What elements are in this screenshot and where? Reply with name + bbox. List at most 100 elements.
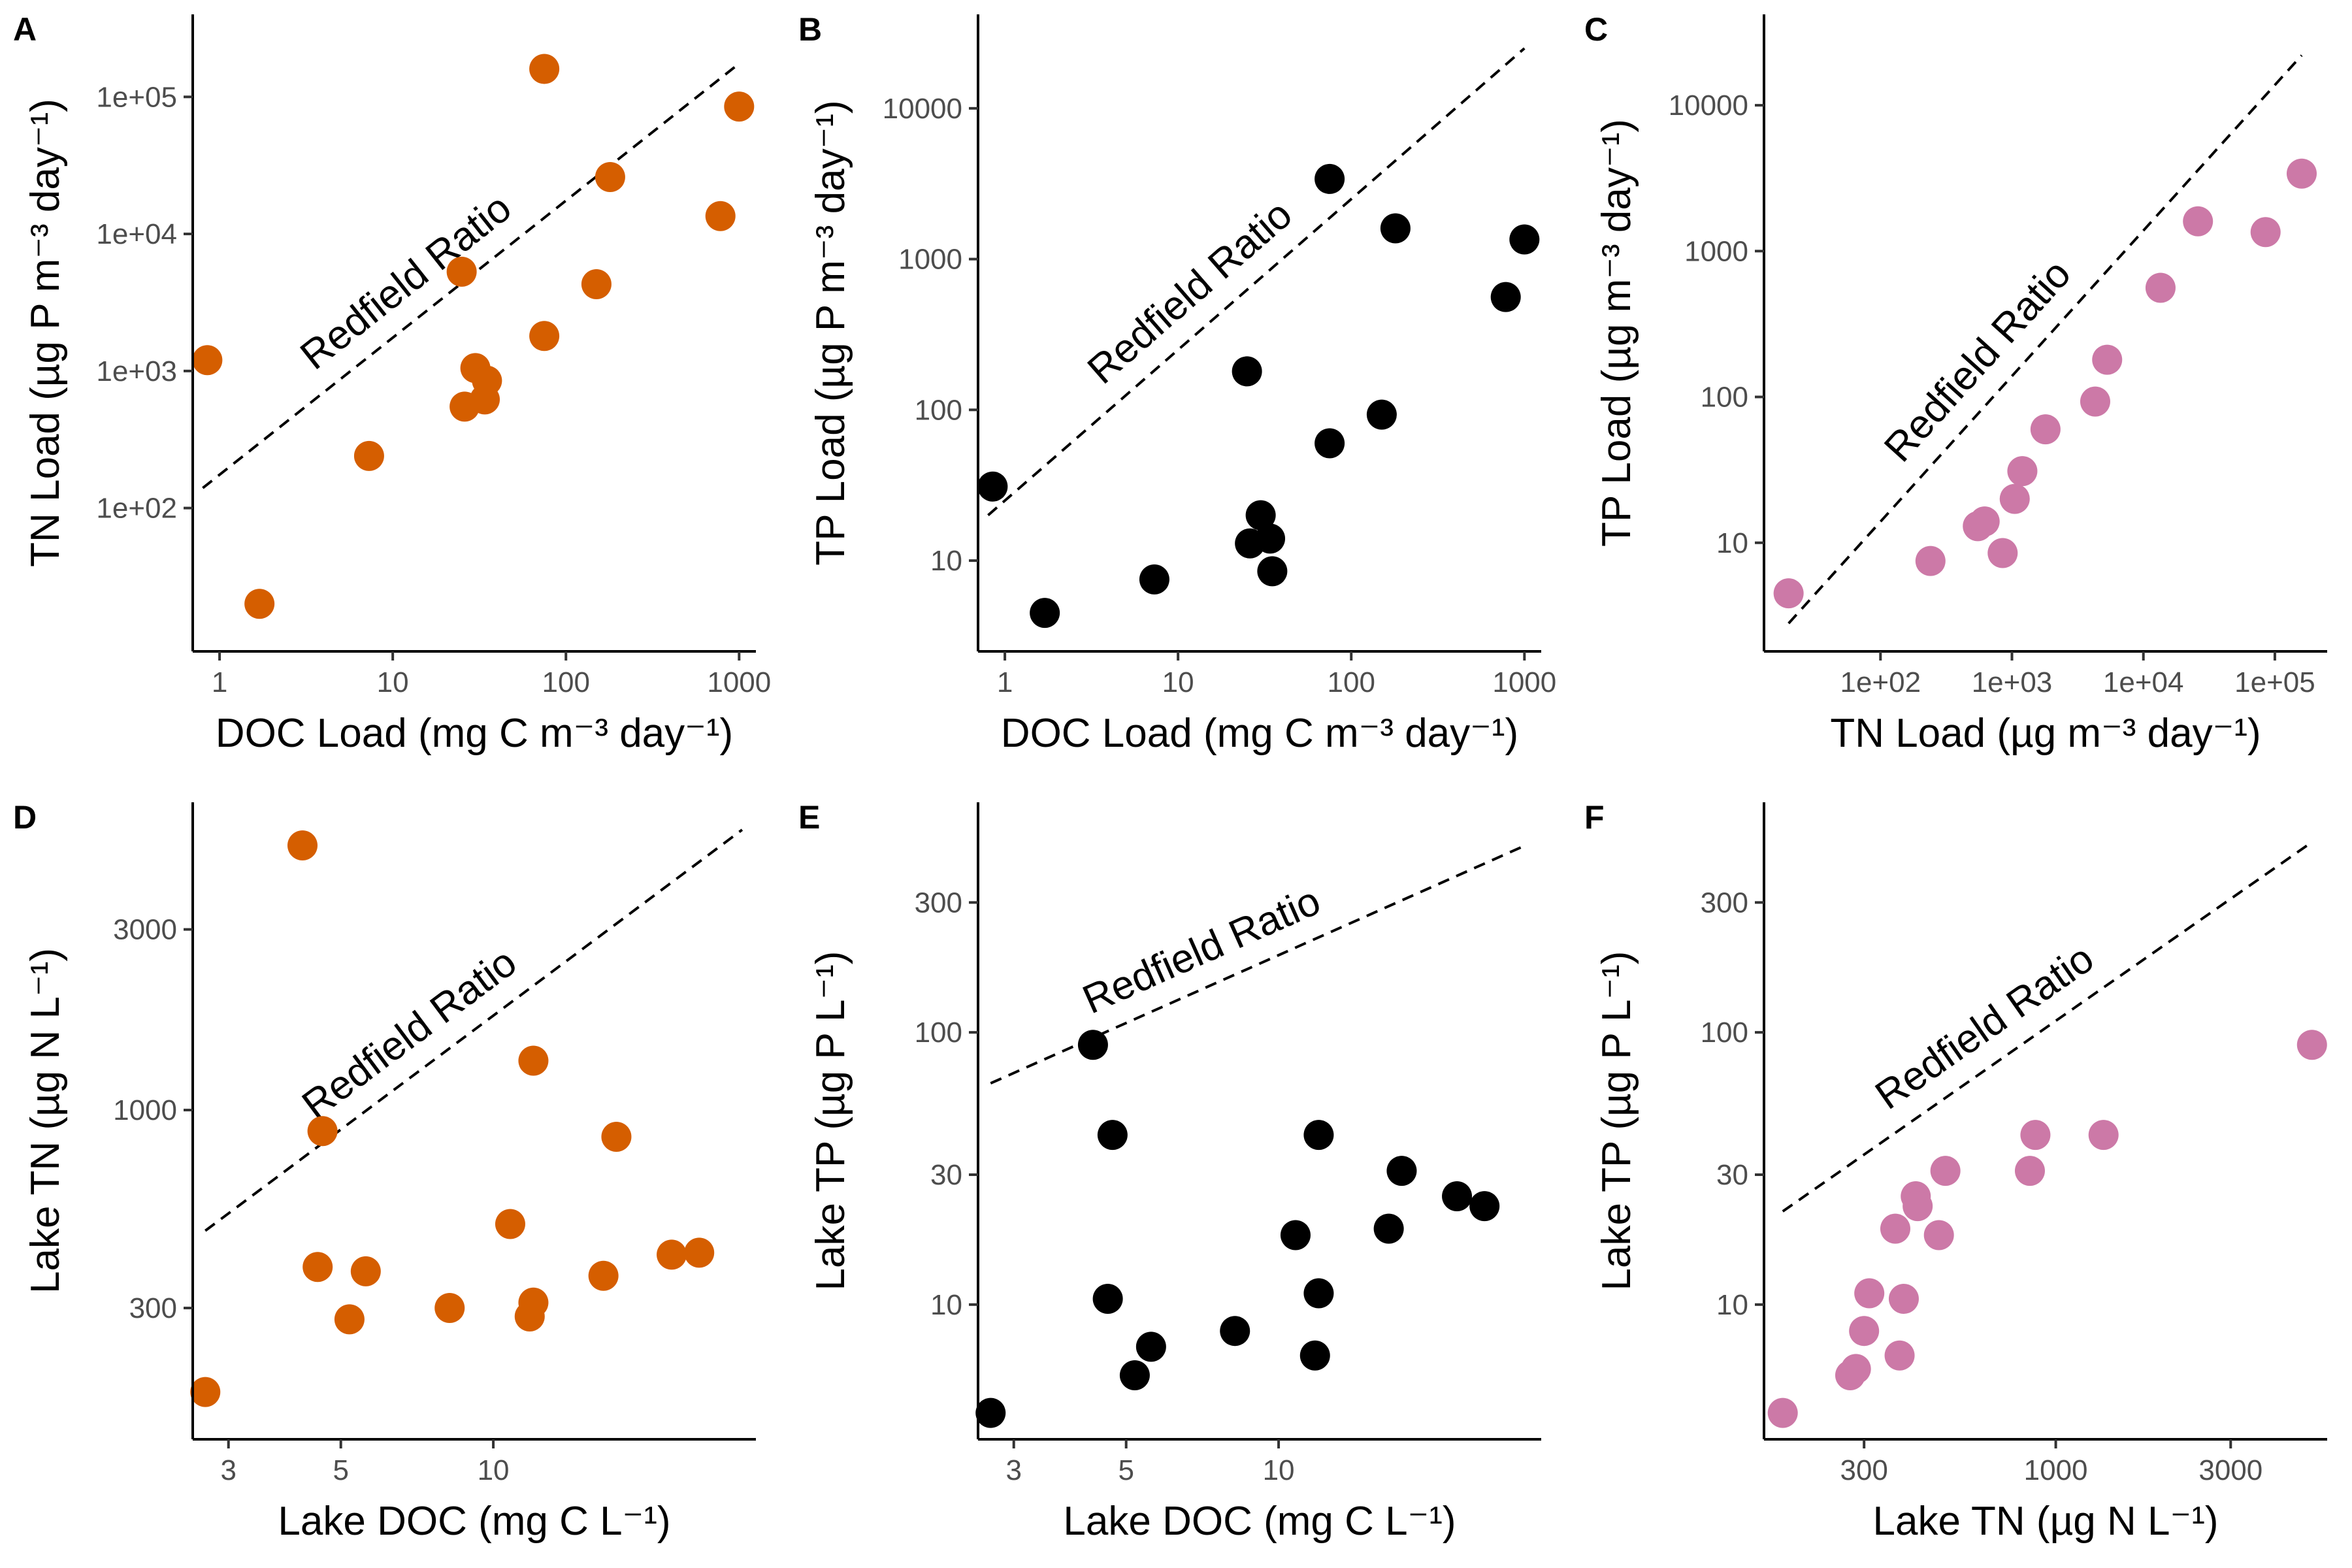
x-tick-label-e-1: 5 <box>1118 1454 1134 1486</box>
point-d-4 <box>334 1304 365 1335</box>
point-d-5 <box>350 1256 381 1286</box>
point-e-10 <box>1303 1120 1334 1151</box>
y-axis-title-c: TP Load (µg m⁻³ day⁻¹) <box>1594 119 1639 547</box>
point-e-6 <box>1220 1316 1250 1347</box>
point-f-0 <box>1767 1397 1798 1428</box>
point-b-11 <box>1380 213 1411 244</box>
y-axis-title-b: TP Load (µg P m⁻³ day⁻¹) <box>808 100 853 565</box>
x-axis-title-a: DOC Load (mg C m⁻³ day⁻¹) <box>216 711 733 756</box>
point-b-2 <box>1139 564 1169 595</box>
point-c-6 <box>2007 456 2038 487</box>
y-tick-label-e-2: 100 <box>915 1017 962 1049</box>
y-tick-label-e-3: 300 <box>915 887 962 919</box>
x-tick-label-b-0: 1 <box>997 666 1013 698</box>
point-c-5 <box>1999 483 2030 514</box>
y-tick-label-b-3: 10000 <box>883 93 962 125</box>
point-c-7 <box>2030 414 2061 445</box>
point-f-13 <box>2020 1120 2051 1151</box>
y-tick-label-e-1: 30 <box>930 1159 962 1191</box>
point-f-10 <box>1923 1220 1954 1250</box>
point-d-2 <box>302 1252 333 1282</box>
point-a-1 <box>244 589 275 619</box>
x-tick-label-e-0: 3 <box>1005 1454 1021 1486</box>
panel-d-letter: D <box>13 799 37 836</box>
x-tick-label-c-2: 1e+04 <box>2103 666 2184 698</box>
y-axis-title-a: TN Load (µg P m⁻³ day⁻¹) <box>23 99 68 567</box>
y-tick-label-a-1: 1e+03 <box>96 355 177 387</box>
y-tick-label-f-1: 30 <box>1716 1159 1748 1191</box>
point-f-2 <box>1840 1354 1871 1384</box>
x-tick-label-d-0: 3 <box>220 1454 236 1486</box>
y-tick-label-d-0: 300 <box>129 1292 177 1324</box>
point-b-3 <box>1232 356 1262 387</box>
point-c-12 <box>2250 217 2281 248</box>
point-f-3 <box>1849 1316 1880 1347</box>
x-tick-label-a-2: 100 <box>542 666 590 698</box>
x-tick-label-a-3: 1000 <box>707 666 771 698</box>
x-axis-title-b: DOC Load (mg C m⁻³ day⁻¹) <box>1001 711 1518 756</box>
point-a-7 <box>472 365 502 396</box>
point-b-9 <box>1315 163 1345 194</box>
point-b-8 <box>1315 428 1345 459</box>
point-e-11 <box>1373 1213 1404 1244</box>
point-a-13 <box>724 91 755 122</box>
point-c-8 <box>2080 386 2110 417</box>
y-axis-title-d: Lake TN (µg N L⁻¹) <box>23 948 68 1294</box>
point-f-14 <box>2088 1120 2119 1151</box>
x-tick-label-f-1: 1000 <box>2024 1454 2088 1486</box>
y-tick-label-b-2: 1000 <box>898 244 962 276</box>
x-tick-label-e-2: 10 <box>1263 1454 1295 1486</box>
point-a-3 <box>446 256 477 287</box>
y-tick-label-c-0: 10 <box>1716 527 1748 559</box>
point-d-1 <box>287 830 318 861</box>
point-e-2 <box>1092 1283 1123 1314</box>
point-e-5 <box>1135 1331 1166 1362</box>
x-tick-label-c-3: 1e+05 <box>2234 666 2315 698</box>
point-d-14 <box>684 1237 715 1268</box>
point-e-0 <box>975 1397 1006 1428</box>
point-d-13 <box>657 1239 687 1270</box>
x-tick-label-a-0: 1 <box>212 666 227 698</box>
point-c-13 <box>2287 158 2317 189</box>
y-tick-label-c-1: 100 <box>1701 382 1748 414</box>
redfield-line-e <box>990 843 1528 1085</box>
point-e-14 <box>1469 1191 1500 1222</box>
y-tick-label-c-2: 1000 <box>1684 235 1748 267</box>
redfield-label-a: Redfield Ratio <box>292 185 519 378</box>
point-f-6 <box>1884 1340 1915 1371</box>
point-f-12 <box>2014 1156 2045 1186</box>
y-tick-label-b-0: 10 <box>930 545 962 577</box>
redfield-label-b: Redfield Ratio <box>1079 191 1301 393</box>
point-c-10 <box>2145 272 2176 303</box>
x-axis-title-f: Lake TN (µg N L⁻¹) <box>1873 1499 2219 1544</box>
point-b-12 <box>1490 282 1521 312</box>
y-axis-title-e: Lake TP (µg P L⁻¹) <box>808 951 853 1291</box>
panel-b-letter: B <box>798 11 822 48</box>
x-tick-label-c-1: 1e+03 <box>1972 666 2053 698</box>
point-b-1 <box>1030 598 1060 629</box>
redfield-line-f <box>1782 841 2313 1213</box>
point-e-13 <box>1442 1181 1473 1211</box>
point-f-4 <box>1854 1278 1885 1309</box>
redfield-label-d: Redfield Ratio <box>294 939 525 1128</box>
x-tick-label-f-0: 300 <box>1840 1454 1887 1486</box>
x-axis-title-e: Lake DOC (mg C L⁻¹) <box>1063 1499 1456 1544</box>
y-tick-label-f-2: 100 <box>1701 1017 1748 1049</box>
x-tick-label-d-1: 5 <box>333 1454 348 1486</box>
panel-c-letter: C <box>1584 11 1608 48</box>
point-a-2 <box>353 440 384 471</box>
point-c-11 <box>2183 206 2213 237</box>
panel-e-letter: E <box>798 799 820 836</box>
point-c-0 <box>1773 578 1804 609</box>
x-axis-title-d: Lake DOC (mg C L⁻¹) <box>278 1499 670 1544</box>
x-tick-label-b-2: 100 <box>1328 666 1375 698</box>
panel-a-letter: A <box>13 11 37 48</box>
panel-a: A Redfield Ratio 1 10 100 1000 1e+02 1e+03 1e+04… <box>13 11 771 756</box>
y-tick-label-a-3: 1e+05 <box>96 81 177 113</box>
point-e-12 <box>1386 1156 1417 1186</box>
point-b-6 <box>1255 523 1286 554</box>
redfield-line-b <box>987 47 1526 517</box>
redfield-line-c <box>1788 54 2303 625</box>
point-e-8 <box>1299 1340 1330 1371</box>
